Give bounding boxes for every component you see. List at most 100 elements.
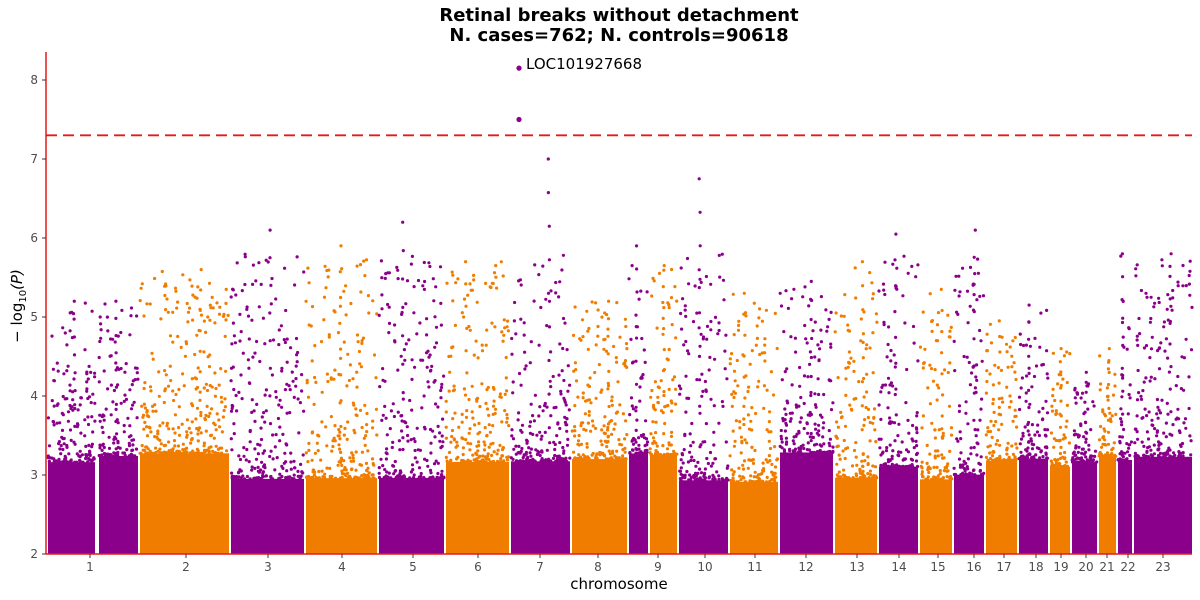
- snp-point: [1168, 297, 1172, 301]
- snp-point: [182, 384, 186, 388]
- snp-point: [713, 315, 718, 319]
- snp-point: [743, 396, 747, 400]
- snp-point: [84, 454, 89, 458]
- snp-point: [231, 287, 235, 291]
- snp-point: [447, 389, 451, 393]
- snp-point: [133, 366, 138, 370]
- snp-point: [238, 457, 243, 462]
- snp-point: [1157, 300, 1161, 305]
- snp-point: [539, 437, 543, 441]
- snp-point: [349, 301, 353, 306]
- snp-point: [861, 332, 866, 336]
- snp-point: [399, 414, 403, 418]
- snp-point: [1080, 451, 1084, 455]
- snp-point: [579, 424, 583, 428]
- snp-point: [406, 439, 410, 443]
- snp-point: [662, 348, 666, 352]
- snp-point: [810, 435, 814, 439]
- snp-point: [327, 335, 331, 339]
- snp-point: [634, 451, 638, 455]
- snp-point: [268, 256, 272, 260]
- snp-point: [666, 358, 670, 362]
- snp-point: [401, 447, 405, 452]
- snp-point: [551, 374, 555, 379]
- snp-point: [941, 393, 945, 397]
- snp-point: [1118, 435, 1122, 439]
- snp-point: [953, 288, 957, 292]
- snp-point: [153, 276, 157, 281]
- snp-point: [775, 346, 779, 351]
- snp-point: [546, 191, 551, 195]
- snp-point: [698, 378, 702, 382]
- snp-point: [468, 448, 472, 452]
- snp-point: [320, 420, 324, 424]
- snp-point: [217, 312, 222, 316]
- snp-point: [268, 311, 272, 315]
- snp-point: [114, 419, 118, 424]
- snp-point: [214, 444, 218, 448]
- snp-point: [223, 405, 227, 409]
- snp-point: [843, 474, 847, 478]
- snp-point: [979, 407, 983, 411]
- snp-point: [302, 409, 306, 413]
- snp-point: [871, 331, 875, 335]
- snp-point: [1120, 366, 1124, 370]
- snp-point: [771, 393, 776, 397]
- snp-point: [202, 350, 206, 354]
- snp-point: [1065, 403, 1069, 407]
- snp-point: [756, 479, 760, 484]
- snp-point: [461, 452, 465, 457]
- snp-point: [283, 388, 287, 392]
- snp-point: [340, 463, 344, 467]
- snp-point: [168, 334, 173, 338]
- snp-point: [596, 334, 600, 338]
- snp-point: [224, 287, 228, 291]
- snp-point: [634, 359, 638, 363]
- snp-point: [366, 294, 370, 298]
- snp-point: [463, 393, 468, 397]
- snp-point: [1006, 365, 1010, 369]
- snp-point: [460, 412, 464, 416]
- snp-point: [991, 397, 996, 401]
- snp-point: [312, 402, 316, 406]
- snp-point: [768, 446, 773, 451]
- snp-point: [579, 421, 584, 425]
- snp-point: [980, 473, 985, 477]
- snp-point: [893, 258, 897, 262]
- snp-point: [464, 460, 468, 464]
- snp-point: [969, 446, 973, 450]
- snp-point: [467, 397, 471, 402]
- snp-point: [1026, 457, 1030, 461]
- snp-point: [630, 404, 634, 408]
- snp-point: [969, 452, 973, 456]
- snp-point: [1059, 386, 1063, 390]
- snp-point: [316, 449, 320, 453]
- snp-point: [69, 438, 73, 442]
- snp-point: [766, 460, 770, 464]
- snp-point: [442, 374, 446, 378]
- snp-point: [721, 478, 725, 482]
- snp-point: [783, 429, 788, 433]
- snp-point: [635, 267, 639, 271]
- snp-point: [699, 471, 704, 475]
- snp-point: [526, 459, 530, 463]
- snp-point: [888, 383, 892, 387]
- snp-point: [1030, 447, 1035, 451]
- snp-point: [722, 298, 726, 302]
- snp-point: [707, 476, 711, 480]
- snp-point: [181, 372, 185, 376]
- snp-point: [499, 395, 503, 399]
- snp-point: [973, 228, 977, 232]
- snp-point: [256, 452, 260, 456]
- snp-point: [173, 413, 177, 417]
- snp-point: [1104, 443, 1108, 447]
- snp-point: [851, 476, 855, 480]
- snp-point: [480, 343, 484, 347]
- snp-point: [214, 386, 218, 391]
- snp-point: [86, 415, 90, 419]
- snp-point: [753, 480, 757, 484]
- snp-point: [1032, 374, 1037, 379]
- snp-point: [85, 389, 89, 393]
- snp-point: [392, 414, 396, 419]
